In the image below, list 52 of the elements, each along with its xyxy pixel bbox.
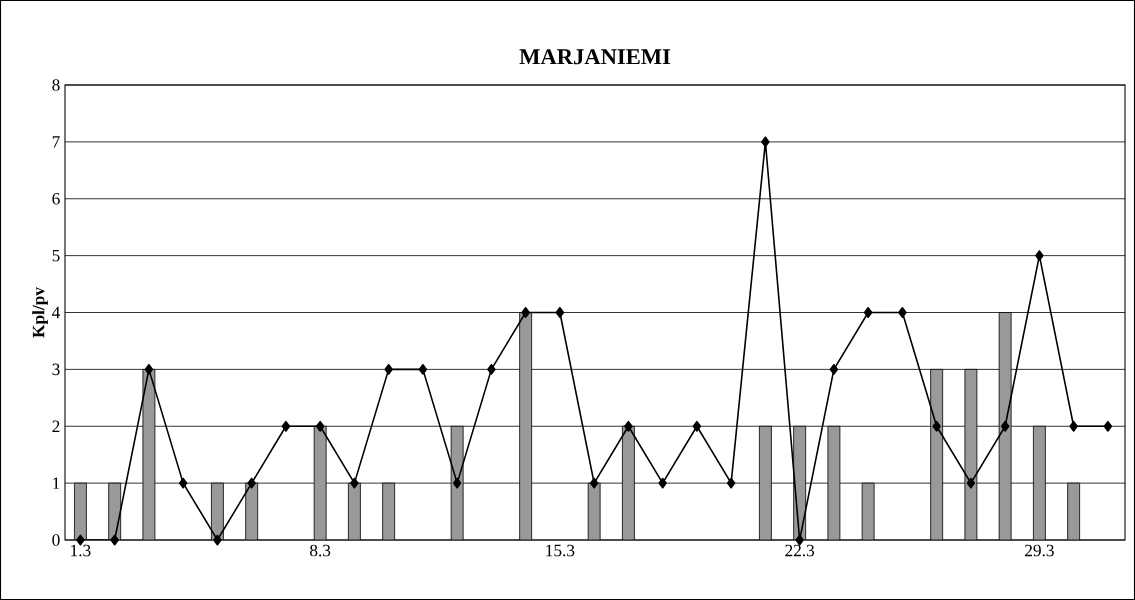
y-tick-label: 8 (52, 79, 60, 91)
point (213, 534, 222, 546)
chart-title: MARJANIEMI (519, 49, 671, 65)
point (281, 420, 291, 432)
point (384, 363, 393, 375)
point (418, 363, 428, 375)
point (932, 420, 941, 432)
point (863, 307, 873, 318)
x-tick-label: 22.3 (785, 544, 815, 557)
y-tick-label: 6 (52, 192, 60, 205)
point (144, 363, 154, 375)
y-tick-label: 3 (52, 363, 60, 376)
point (350, 477, 359, 489)
point (315, 420, 325, 432)
point (624, 420, 633, 432)
point (247, 477, 256, 489)
point (898, 307, 907, 318)
x-tick-label: 29.3 (1025, 544, 1054, 557)
point (452, 477, 462, 489)
point (1000, 420, 1010, 432)
y-axis-title: Kpl/pv (32, 287, 48, 338)
bar (1032, 425, 1046, 541)
x-tick-label: 15.3 (546, 544, 575, 557)
point (761, 136, 770, 148)
point (521, 307, 530, 318)
y-tick-label: 1 (53, 477, 60, 489)
bar (964, 368, 978, 541)
point (1035, 250, 1044, 262)
bar (998, 312, 1012, 541)
point (555, 307, 565, 318)
y-tick-label: 7 (52, 136, 60, 148)
x-tick-label: 8.3 (310, 544, 331, 557)
point (658, 477, 667, 489)
y-tick-label: 2 (52, 420, 60, 432)
point (829, 363, 839, 375)
point (589, 477, 599, 489)
point (966, 477, 976, 489)
point (110, 534, 119, 546)
point (1069, 420, 1078, 432)
y-tick-label: 4 (52, 306, 61, 319)
x-tick-label: 1.3 (71, 544, 91, 557)
point (692, 420, 702, 432)
bar (930, 368, 944, 541)
bar (759, 425, 772, 541)
y-tick-label: 0 (52, 534, 60, 546)
bar (450, 425, 464, 541)
point (487, 363, 496, 375)
point (1103, 420, 1113, 432)
point (178, 477, 188, 489)
point (726, 477, 736, 489)
bar (519, 312, 533, 541)
y-tick-label: 5 (52, 249, 60, 262)
